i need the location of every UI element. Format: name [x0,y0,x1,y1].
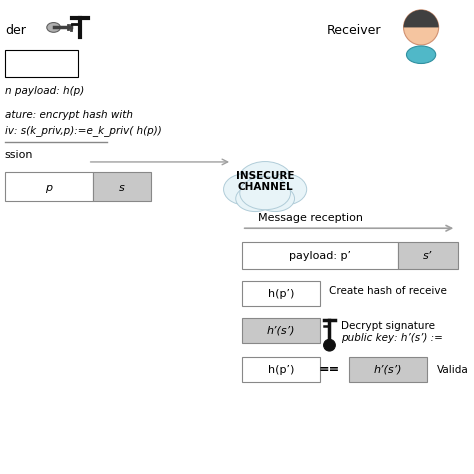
Text: iv: s(k_priv,p):=e_k_priv( h(p)): iv: s(k_priv,p):=e_k_priv( h(p)) [5,125,162,136]
Text: h(p’): h(p’) [267,289,294,299]
Bar [92,172,151,201]
Circle shape [403,10,438,45]
Text: s’: s’ [423,251,433,261]
Text: Valida: Valida [437,365,468,374]
Text: Create hash of receive: Create hash of receive [329,286,447,296]
Ellipse shape [47,23,60,32]
Bar [242,242,398,269]
Text: payload: p’: payload: p’ [289,251,351,261]
Ellipse shape [236,186,274,211]
Text: ature: encrypt hash with: ature: encrypt hash with [5,110,133,120]
Bar [5,172,92,201]
Text: ==: == [319,363,340,376]
Ellipse shape [256,186,294,211]
Text: INSECURE
CHANNEL: INSECURE CHANNEL [236,171,294,192]
Text: der: der [5,24,26,36]
Ellipse shape [240,176,291,210]
Ellipse shape [264,174,307,205]
Text: Message reception: Message reception [258,213,363,223]
Text: ssion: ssion [5,150,33,160]
Wedge shape [403,10,438,27]
Text: Decrypt signature: Decrypt signature [341,321,435,331]
Bar [5,50,78,77]
Bar [242,357,320,382]
Text: p: p [45,183,52,193]
Bar [398,242,458,269]
Ellipse shape [407,46,436,64]
Text: public key: h’(s’) :=: public key: h’(s’) := [341,334,443,344]
Ellipse shape [224,174,266,205]
Text: h’(s’): h’(s’) [374,365,402,374]
Text: s: s [119,183,125,193]
Text: n payload: h(p): n payload: h(p) [5,86,84,96]
Bar [242,281,320,306]
Text: h(p’): h(p’) [267,365,294,374]
Ellipse shape [237,162,293,202]
Circle shape [324,339,335,351]
Bar [242,318,320,343]
Bar [349,357,427,382]
Text: h’(s’): h’(s’) [266,326,295,336]
Text: Receiver: Receiver [327,24,381,36]
